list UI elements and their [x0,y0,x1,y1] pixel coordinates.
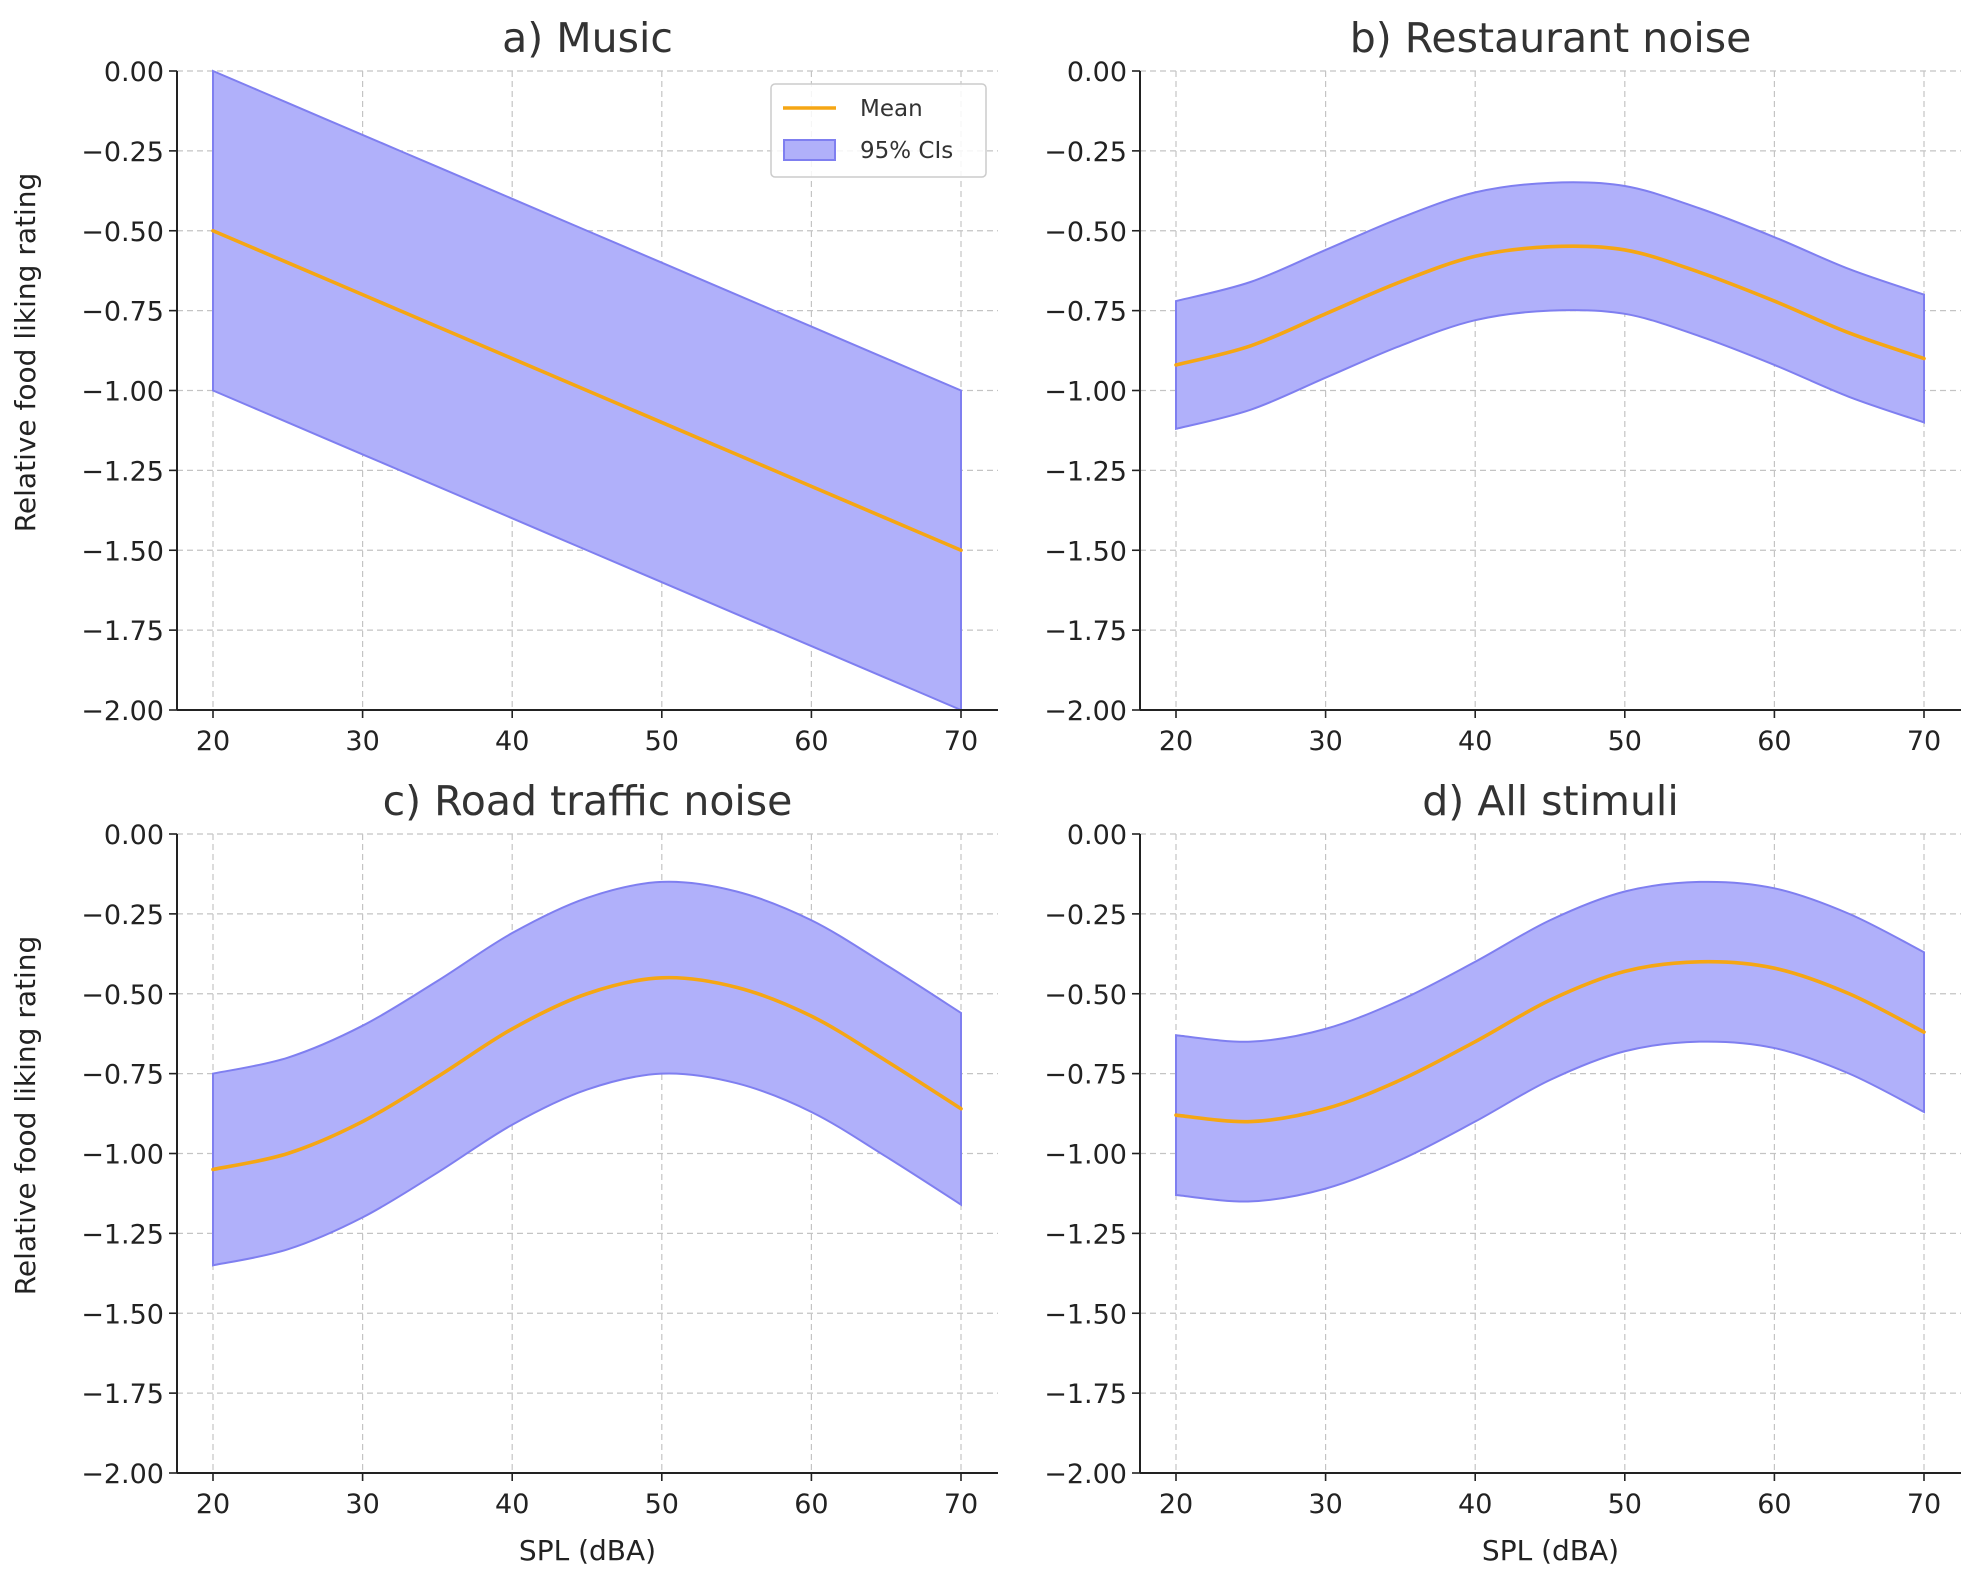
x-tick-label: 30 [345,726,379,757]
y-tick-label: −0.50 [1044,980,1127,1011]
mean-line [211,228,963,553]
x-tick-label: 40 [495,1489,529,1520]
x-axis-ticks: 20 30 40 50 60 70 [1159,710,1941,757]
y-tick-label: −0.75 [1044,297,1127,328]
x-tick-label: 20 [1159,1489,1193,1520]
panel-road-traffic-noise: 20 30 40 50 60 70 0.00 −0.25 −0.50 −0.75 −1.00 −1.… [9,777,998,1567]
y-tick-label: −1.75 [1044,616,1127,647]
y-tick-label: −0.50 [1044,217,1127,248]
legend-ci-swatch [783,139,836,161]
y-tick-label: −2.00 [81,1459,164,1490]
panel-restaurant-noise: 20 30 40 50 60 70 0.00 −0.25 −0.50 −0.75 −1.00 −1.… [1044,14,1961,757]
x-tick-label: 50 [1608,726,1642,757]
x-tick-label: 20 [1159,726,1193,757]
panel-title: d) All stimuli [1422,777,1678,825]
x-tick-label: 70 [1907,726,1941,757]
y-tick-label: −1.25 [1044,1219,1127,1250]
y-tick-label: −0.50 [81,217,164,248]
y-tick-label: −1.25 [81,1219,164,1250]
x-tick-label: 70 [944,726,978,757]
y-axis-ticks: 0.00 −0.25 −0.50 −0.75 −1.00 −1.25 −1.50 −1.75 −… [81,57,177,727]
panel-all-stimuli: 20 30 40 50 60 70 0.00 −0.25 −0.50 −0.75 −1.00 −1.… [1044,777,1961,1567]
y-tick-label: −1.00 [1044,1140,1127,1171]
panel-title: a) Music [502,14,673,62]
y-tick-label: −1.00 [1044,377,1127,408]
y-axis-ticks: 0.00 −0.25 −0.50 −0.75 −1.00 −1.25 −1.50 −1.75 −… [1044,57,1140,727]
y-tick-label: −1.75 [81,1379,164,1410]
y-tick-label: −0.25 [1044,900,1127,931]
x-axis-ticks: 20 30 40 50 60 70 [196,1473,978,1520]
x-axis-ticks: 20 30 40 50 60 70 [1159,1473,1941,1520]
y-tick-label: 0.00 [104,57,164,88]
x-tick-label: 50 [1608,1489,1642,1520]
y-tick-label: −0.25 [1044,137,1127,168]
y-tick-label: −0.25 [81,900,164,931]
y-tick-label: −1.75 [81,616,164,647]
legend-ci-label: 95% CIs [860,138,953,164]
y-tick-label: 0.00 [1067,820,1127,851]
y-tick-label: −1.50 [1044,1299,1127,1330]
y-tick-label: 0.00 [104,820,164,851]
y-tick-label: −1.25 [81,456,164,487]
mean-line-group [1174,959,1926,1124]
x-axis-ticks: 20 30 40 50 60 70 [196,710,978,757]
x-tick-label: 60 [1757,726,1791,757]
x-axis-label: SPL (dBA) [1482,1534,1619,1567]
y-tick-label: −1.50 [1044,536,1127,567]
y-axis-label: Relative food liking rating [9,936,42,1296]
panel-title: c) Road traffic noise [383,777,793,825]
y-tick-label: −1.50 [81,1299,164,1330]
x-tick-label: 40 [1458,726,1492,757]
x-tick-label: 40 [1458,1489,1492,1520]
ci-band [1175,181,1925,431]
x-tick-label: 70 [1907,1489,1941,1520]
y-tick-label: −0.75 [81,1060,164,1091]
x-tick-label: 60 [794,726,828,757]
y-tick-label: −1.00 [81,1140,164,1171]
legend-mean-label: Mean [860,96,923,122]
mean-line [1174,959,1926,1124]
x-tick-label: 30 [1308,1489,1342,1520]
x-tick-label: 40 [495,726,529,757]
ci-band [212,880,962,1267]
y-tick-label: −2.00 [1044,696,1127,727]
mean-line-group [1174,244,1926,367]
ci-band-group [1175,181,1925,431]
y-tick-label: −0.50 [81,980,164,1011]
x-tick-label: 30 [1308,726,1342,757]
x-tick-label: 70 [944,1489,978,1520]
mean-line [211,975,963,1172]
x-tick-label: 20 [196,726,230,757]
y-tick-label: −1.75 [1044,1379,1127,1410]
y-axis-ticks: 0.00 −0.25 −0.50 −0.75 −1.00 −1.25 −1.50 −1.75 −… [81,820,177,1490]
y-tick-label: 0.00 [1067,57,1127,88]
y-tick-label: −1.25 [1044,456,1127,487]
panel-music: 20 30 40 50 60 70 0.00 −0.25 −0.50 −0.75 −1.00 −1.… [9,14,998,757]
y-axis-label: Relative food liking rating [9,173,42,533]
legend: Mean 95% CIs [770,83,987,178]
mean-line-group [211,228,963,553]
x-axis-label: SPL (dBA) [519,1534,656,1567]
x-tick-label: 50 [645,1489,679,1520]
ci-band-group [212,880,962,1267]
y-tick-label: −2.00 [1044,1459,1127,1490]
y-tick-label: −1.00 [81,377,164,408]
y-tick-label: −1.50 [81,536,164,567]
y-tick-label: −2.00 [81,696,164,727]
x-tick-label: 30 [345,1489,379,1520]
y-tick-label: −0.25 [81,137,164,168]
y-tick-label: −0.75 [81,297,164,328]
mean-line-group [211,975,963,1172]
y-axis-ticks: 0.00 −0.25 −0.50 −0.75 −1.00 −1.25 −1.50 −1.75 −… [1044,820,1140,1490]
x-tick-label: 50 [645,726,679,757]
panel-title: b) Restaurant noise [1350,14,1752,62]
x-tick-label: 60 [794,1489,828,1520]
mean-line [1174,244,1926,367]
x-tick-label: 60 [1757,1489,1791,1520]
y-tick-label: −0.75 [1044,1060,1127,1091]
x-tick-label: 20 [196,1489,230,1520]
